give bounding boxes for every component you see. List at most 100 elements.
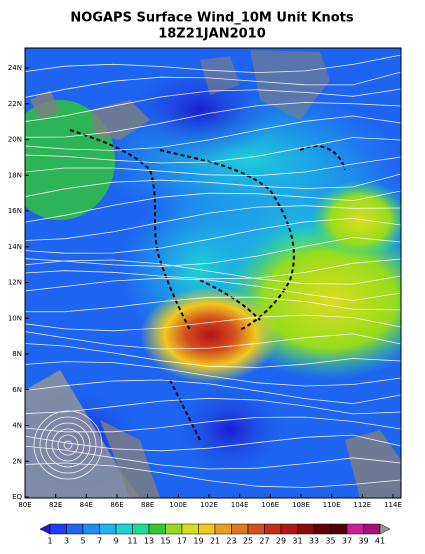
lon-label: 102E [200, 501, 218, 509]
streamline [25, 137, 401, 164]
lat-label: 22N [8, 100, 22, 108]
colorbar-cell [82, 523, 100, 535]
lat-label: 20N [8, 136, 22, 144]
colorbar-label: 3 [64, 537, 69, 546]
lat-label: 8N [12, 350, 22, 358]
colorbar-label: 9 [113, 537, 118, 546]
lat-label: 24N [8, 64, 22, 72]
streamline [25, 102, 401, 138]
colorbar-label: 5 [80, 537, 85, 546]
lat-label: 12N [8, 279, 22, 287]
colorbar-label: 15 [160, 537, 170, 546]
lon-label: 110E [323, 501, 341, 509]
streamline [25, 361, 401, 387]
lon-label: 86E [110, 501, 123, 509]
colorbar-label: 19 [193, 537, 203, 546]
streamline [25, 314, 401, 332]
colorbar-arrow [39, 523, 51, 535]
streamline [25, 54, 401, 74]
streamline [25, 434, 401, 452]
vortex [33, 410, 103, 480]
lat-label: 4N [12, 422, 22, 430]
lon-label: 108E [292, 501, 310, 509]
colorbar-cell [99, 523, 117, 535]
colorbar-cell [346, 523, 364, 535]
colorbar-cell [214, 523, 232, 535]
colorbar-cell [247, 523, 265, 535]
colorbar-label: 21 [210, 537, 220, 546]
lon-label: 114E [384, 501, 402, 509]
vortex [45, 422, 91, 468]
colorbar-cell [330, 523, 348, 535]
colorbar-cell [280, 523, 298, 535]
streamline [25, 343, 401, 368]
colorbar-label: 35 [325, 537, 335, 546]
lat-label: 18N [8, 171, 22, 179]
colorbar: 1 3 5 7 9 11 13 15 17 19 21 23 25 27 29 31 33 35 37 39 41 [39, 523, 391, 546]
lat-label: 10N [8, 314, 22, 322]
colorbar-cell [49, 523, 67, 535]
map-frame [24, 47, 402, 499]
colorbar-cell [198, 523, 216, 535]
colorbar-label: 29 [276, 537, 286, 546]
colorbar-arrow [379, 523, 391, 535]
streamline [25, 115, 401, 151]
streamline [25, 258, 401, 280]
streamline [25, 190, 401, 223]
vortex [63, 440, 73, 450]
lon-label: 106E [261, 501, 279, 509]
colorbar-cell [148, 523, 166, 535]
vortex [39, 416, 97, 474]
colorbar-label: 27 [259, 537, 269, 546]
colorbar-cell [363, 523, 381, 535]
streamline [25, 397, 401, 415]
streamline [25, 259, 401, 285]
colorbar-cell [165, 523, 183, 535]
lon-label: 84E [80, 501, 93, 509]
lon-label: 104E [231, 501, 249, 509]
colorbar-label: 33 [309, 537, 319, 546]
vortex [57, 434, 79, 456]
streamline [25, 277, 401, 301]
colorbar-cell [313, 523, 331, 535]
streamline [25, 236, 401, 267]
lon-label: 88E [141, 501, 154, 509]
colorbar-label: 31 [292, 537, 302, 546]
lon-label: 80E [18, 501, 31, 509]
colorbar-label: 23 [226, 537, 236, 546]
colorbar-label: 39 [358, 537, 368, 546]
colorbar-label: 25 [243, 537, 253, 546]
colorbar-cell [181, 523, 199, 535]
streamline [25, 156, 401, 177]
colorbar-label: 1 [47, 537, 52, 546]
streamline [25, 173, 401, 198]
map-field [25, 48, 401, 498]
colorbar-cell [264, 523, 282, 535]
lon-label: 112E [353, 501, 371, 509]
colorbar-cell [132, 523, 150, 535]
lat-label: 14N [8, 243, 22, 251]
subtitle: 18Z21JAN2010 [158, 27, 266, 42]
streamline [25, 296, 401, 313]
colorbar-cell [231, 523, 249, 535]
streamline [25, 445, 401, 470]
streamline [25, 331, 401, 350]
streamline [25, 205, 401, 241]
title: NOGAPS Surface Wind_10M Unit Knots [70, 11, 353, 26]
colorbar-cell [115, 523, 133, 535]
colorbar-cell [297, 523, 315, 535]
streamline [25, 462, 401, 488]
colorbar-label: 13 [144, 537, 154, 546]
lat-label: 6N [12, 386, 22, 394]
streamline [25, 416, 401, 433]
streamline [25, 71, 401, 98]
lat-label: EQ [12, 493, 22, 501]
lat-label: 2N [12, 457, 22, 465]
vortex [51, 428, 85, 462]
colorbar-label: 7 [97, 537, 102, 546]
lat-label: 16N [8, 207, 22, 215]
colorbar-label: 41 [375, 537, 385, 546]
colorbar-label: 37 [342, 537, 352, 546]
